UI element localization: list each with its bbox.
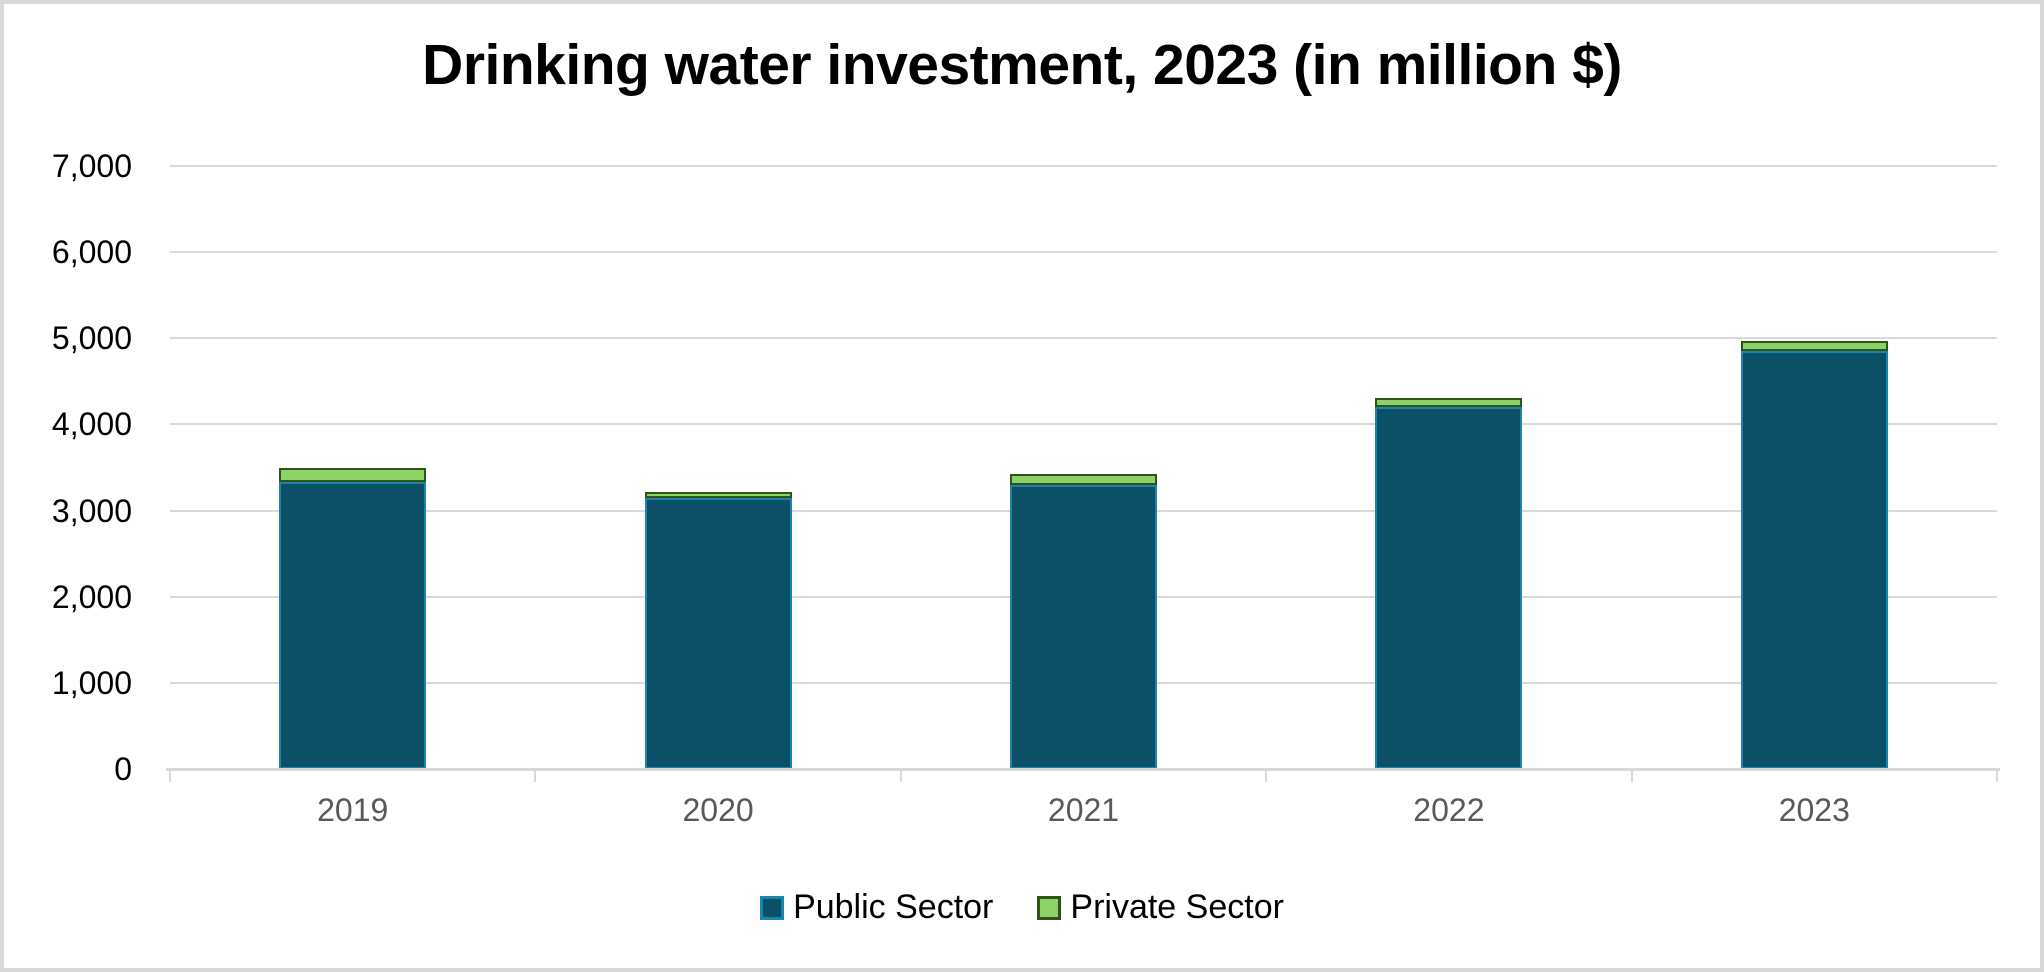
legend-entry-public-sector: Public Sector (760, 888, 993, 927)
gridline-5000 (170, 337, 1997, 340)
y-axis-label-4000: 4,000 (51, 406, 132, 443)
bar-segment-public-2023 (1740, 351, 1888, 769)
x-axis-label-2022: 2022 (1413, 792, 1485, 828)
legend-swatch-public-sector (760, 895, 785, 920)
x-axis-tick-5 (1996, 771, 1998, 782)
x-axis-label-2019: 2019 (317, 792, 389, 828)
x-axis-tick-0 (169, 771, 171, 782)
y-axis-label-3000: 3,000 (51, 492, 132, 529)
chart-title: Drinking water investment, 2023 (in mill… (422, 33, 1622, 97)
gridline-6000 (170, 251, 1997, 254)
legend-label-private-sector: Private Sector (1070, 888, 1284, 926)
x-axis-label-2023: 2023 (1778, 792, 1850, 828)
bar-segment-private-2021 (1010, 473, 1157, 485)
bar-segment-public-2021 (1010, 484, 1157, 769)
legend-entry-private-sector: Private Sector (1037, 888, 1284, 927)
x-axis-tick-3 (1265, 771, 1268, 782)
bar-segment-private-2019 (279, 468, 427, 483)
y-axis-label-0: 0 (114, 751, 132, 787)
gridline-7000 (170, 165, 1997, 167)
legend: Public Sector Private Sector (4, 888, 2040, 927)
bar-segment-private-2022 (1375, 397, 1523, 408)
gridline-4000 (170, 423, 1997, 426)
bar-segment-public-2020 (644, 497, 792, 769)
x-axis-label-2020: 2020 (682, 792, 754, 828)
plot-area (170, 165, 1997, 769)
x-axis-tick-1 (534, 771, 537, 782)
x-axis-tick-4 (1630, 771, 1633, 782)
bar-segment-private-2020 (644, 492, 792, 498)
legend-swatch-private-sector (1037, 895, 1062, 920)
y-axis-label-1000: 1,000 (51, 664, 132, 701)
bar-segment-public-2022 (1375, 407, 1523, 769)
y-axis-label-6000: 6,000 (51, 234, 132, 271)
bar-segment-public-2019 (279, 482, 427, 769)
x-axis-tick-2 (899, 771, 902, 782)
y-axis-label-2000: 2,000 (51, 578, 132, 615)
legend-label-public-sector: Public Sector (793, 888, 994, 926)
bar-segment-private-2023 (1740, 340, 1888, 352)
y-axis-label-7000: 7,000 (51, 148, 132, 184)
x-axis-label-2021: 2021 (1047, 792, 1120, 828)
y-axis-label-5000: 5,000 (51, 320, 132, 357)
x-axis-line (166, 768, 2000, 771)
